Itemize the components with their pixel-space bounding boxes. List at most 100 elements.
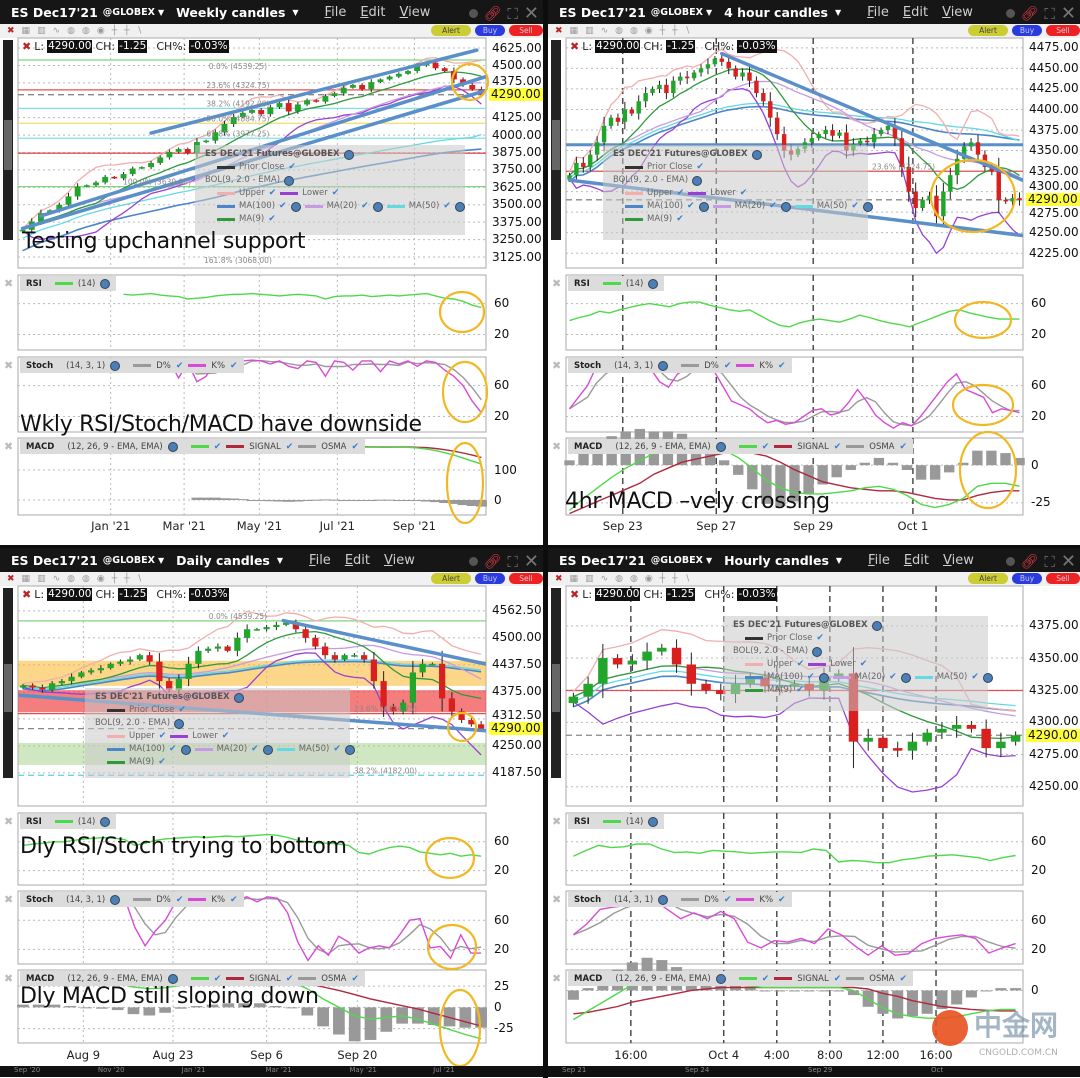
- checkmark-icon[interactable]: ✔: [778, 894, 786, 905]
- checkmark-icon[interactable]: ✔: [778, 360, 786, 371]
- symbol-label[interactable]: ES Dec17'21: [559, 4, 646, 20]
- checkmark-icon[interactable]: ✔: [687, 201, 695, 211]
- globe-icon[interactable]: [110, 360, 121, 371]
- checkmark-icon[interactable]: ✔: [761, 441, 770, 452]
- timeframe-dropdown-icon[interactable]: ▼: [292, 7, 299, 17]
- toolbar-tool-icon[interactable]: ▦: [569, 26, 579, 36]
- globe-icon[interactable]: [648, 816, 659, 827]
- alert-button[interactable]: Alert: [431, 573, 471, 584]
- checkmark-icon[interactable]: ✔: [723, 360, 732, 371]
- checkmark-icon[interactable]: ✔: [761, 973, 770, 984]
- timeframe-selector[interactable]: Daily candles: [176, 552, 270, 568]
- globe-icon[interactable]: [290, 201, 301, 212]
- checkmark-icon[interactable]: ✔: [230, 360, 238, 371]
- checkmark-icon[interactable]: ✔: [285, 441, 294, 452]
- menu-edit[interactable]: Edit: [902, 4, 929, 20]
- maximize-icon[interactable]: ⛶: [507, 552, 518, 571]
- close-pane-icon[interactable]: ✖: [552, 815, 562, 828]
- menu-view[interactable]: View: [942, 4, 973, 20]
- close-icon[interactable]: ✕: [1060, 3, 1076, 24]
- time-scrollbar[interactable]: Sep 21 Sep 24 Sep 29 Oct: [548, 1066, 1080, 1077]
- checkmark-icon[interactable]: ✔: [443, 201, 451, 211]
- toolbar-tool-icon[interactable]: ◉: [644, 574, 653, 584]
- toolbar-tool-icon[interactable]: ◍: [629, 26, 638, 36]
- toolbar-tool-icon[interactable]: ◍: [81, 574, 90, 584]
- toolbar-tool-icon[interactable]: ◉: [96, 574, 105, 584]
- checkmark-icon[interactable]: ✔: [213, 973, 222, 984]
- exchange-label[interactable]: @GLOBEX: [650, 6, 703, 18]
- symbol-dropdown-icon[interactable]: ▼: [157, 555, 165, 565]
- checkmark-icon[interactable]: ✔: [851, 201, 859, 211]
- globe-icon[interactable]: [284, 175, 295, 186]
- sell-button[interactable]: Sell: [1046, 573, 1080, 584]
- time-scrollbar[interactable]: Sep '20 Nov '20 Jan '21 Mar '21 May '21 Jul '…: [0, 1066, 543, 1077]
- trendline[interactable]: [281, 618, 491, 666]
- link-icon[interactable]: 🔗︎: [483, 5, 502, 22]
- menu-file[interactable]: File: [868, 552, 890, 568]
- toolbar-tool-icon[interactable]: ∿: [52, 574, 61, 584]
- checkmark-icon[interactable]: ✔: [899, 973, 908, 984]
- price-scrollbar[interactable]: [3, 588, 13, 778]
- toolbar-tool-icon[interactable]: ◍: [615, 574, 623, 584]
- timeframe-dropdown-icon[interactable]: ▼: [276, 555, 284, 565]
- checkmark-icon[interactable]: ✔: [221, 731, 230, 741]
- menu-file[interactable]: File: [309, 552, 331, 568]
- toolbar-tool-icon[interactable]: ▦: [21, 26, 31, 36]
- checkmark-icon[interactable]: ✔: [769, 201, 777, 211]
- close-pane-icon[interactable]: ✖: [552, 277, 562, 290]
- checkmark-icon[interactable]: ✔: [230, 894, 238, 905]
- toolbar-tool-icon[interactable]: ◉: [644, 26, 653, 36]
- buy-button[interactable]: Buy: [1012, 573, 1042, 584]
- toolbar-tool-icon[interactable]: ▥: [585, 26, 594, 36]
- globe-icon[interactable]: [110, 894, 121, 905]
- menu-edit[interactable]: Edit: [360, 4, 386, 20]
- symbol-label[interactable]: ES Dec17'21: [559, 552, 646, 568]
- toolbar-tool-icon[interactable]: ┼: [659, 574, 666, 584]
- toolbar-tool-icon[interactable]: ✖: [555, 26, 563, 36]
- checkmark-icon[interactable]: ✔: [676, 214, 684, 224]
- toolbar-tool-icon[interactable]: ◉: [96, 26, 105, 36]
- menu-edit[interactable]: Edit: [344, 552, 370, 568]
- checkmark-icon[interactable]: ✔: [158, 757, 166, 767]
- scroll-thumb[interactable]: [552, 664, 560, 712]
- toolbar-tool-icon[interactable]: ∖: [136, 26, 143, 36]
- trendline[interactable]: [149, 48, 479, 135]
- checkmark-icon[interactable]: ✔: [361, 201, 369, 211]
- toolbar-tool-icon[interactable]: ┼: [111, 574, 118, 584]
- price-scrollbar[interactable]: [551, 40, 561, 240]
- globe-icon[interactable]: [344, 744, 355, 755]
- globe-icon[interactable]: [715, 973, 726, 984]
- checkmark-icon[interactable]: ✔: [351, 441, 360, 452]
- checkmark-icon[interactable]: ✔: [696, 162, 704, 172]
- toolbar-tool-icon[interactable]: ◍: [629, 574, 638, 584]
- toolbar-tool-icon[interactable]: ◍: [67, 26, 75, 36]
- remove-icon[interactable]: ✖: [22, 588, 32, 601]
- timeframe-dropdown-icon[interactable]: ▼: [835, 555, 843, 565]
- close-pane-icon[interactable]: ✖: [4, 440, 14, 453]
- globe-icon[interactable]: [818, 672, 829, 683]
- toolbar-tool-icon[interactable]: ▦: [21, 574, 31, 584]
- globe-icon[interactable]: [780, 201, 791, 212]
- close-pane-icon[interactable]: ✖: [552, 893, 562, 906]
- checkmark-icon[interactable]: ✔: [833, 973, 842, 984]
- link-icon[interactable]: 🔗︎: [1020, 553, 1039, 570]
- symbol-dropdown-icon[interactable]: ▼: [705, 7, 713, 17]
- globe-icon[interactable]: [454, 201, 465, 212]
- toolbar-tool-icon[interactable]: ┼: [672, 26, 678, 36]
- checkmark-icon[interactable]: ✔: [251, 744, 259, 754]
- toolbar-tool-icon[interactable]: ∿: [52, 26, 61, 36]
- globe-icon[interactable]: [871, 620, 882, 631]
- symbol-dropdown-icon[interactable]: ▼: [157, 7, 165, 17]
- close-icon[interactable]: ✕: [523, 3, 539, 24]
- checkmark-icon[interactable]: ✔: [859, 659, 868, 669]
- sell-button[interactable]: Sell: [1046, 25, 1080, 36]
- symbol-dropdown-icon[interactable]: ▼: [705, 555, 713, 565]
- menu-view[interactable]: View: [399, 4, 431, 20]
- toolbar-tool-icon[interactable]: ▥: [585, 574, 594, 584]
- toolbar-tool-icon[interactable]: ∿: [600, 574, 609, 584]
- toolbar-tool-icon[interactable]: ┼: [659, 26, 666, 36]
- checkmark-icon[interactable]: ✔: [889, 672, 897, 682]
- close-pane-icon[interactable]: ✖: [4, 972, 14, 985]
- link-icon[interactable]: 🔗︎: [483, 553, 502, 570]
- close-pane-icon[interactable]: ✖: [552, 972, 562, 985]
